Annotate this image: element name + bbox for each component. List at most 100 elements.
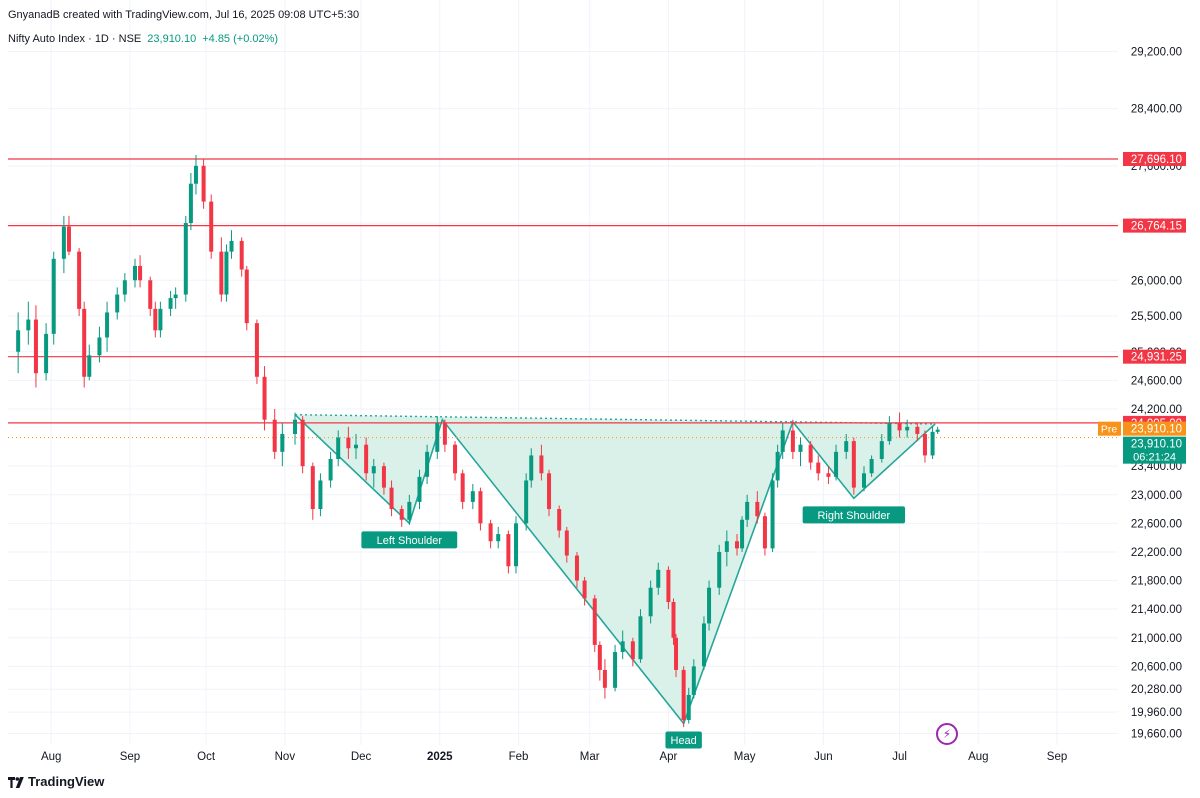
- y-tick-label: 26,000.00: [1131, 275, 1182, 287]
- candle-body: [724, 541, 729, 552]
- candle-body: [148, 280, 153, 309]
- tradingview-mark-icon: [8, 776, 24, 788]
- x-tick-label: May: [734, 751, 756, 763]
- x-tick-label: Sep: [120, 751, 140, 763]
- candle-body: [460, 473, 465, 502]
- pattern-fill: [295, 414, 936, 724]
- x-tick-label: Aug: [968, 751, 988, 763]
- tradingview-logo[interactable]: TradingView: [8, 774, 104, 789]
- candle-body: [745, 501, 750, 520]
- candle-body: [122, 280, 127, 295]
- price-change: +4.85 (+0.02%): [202, 33, 279, 45]
- candle-body: [244, 269, 249, 324]
- candle-body: [496, 534, 501, 542]
- candle-body: [775, 451, 780, 481]
- x-tick-label: Mar: [580, 751, 600, 763]
- pre-tag-prefix-bg: [1098, 421, 1121, 436]
- tradingview-brand: TradingView: [28, 774, 105, 789]
- candle-body: [638, 616, 643, 660]
- y-tick-label: 23,400.00: [1131, 461, 1182, 473]
- x-tick-label: Nov: [275, 751, 296, 763]
- candle-body: [346, 437, 351, 449]
- candle-body: [389, 487, 394, 510]
- y-tick-label: 20,600.00: [1131, 661, 1182, 673]
- candle-body: [869, 459, 874, 474]
- y-tick-label: 20,280.00: [1131, 684, 1182, 696]
- y-tick-label: 23,000.00: [1131, 490, 1182, 502]
- candle-body: [620, 641, 625, 653]
- candle-body: [582, 580, 587, 599]
- candle-body: [453, 444, 458, 474]
- candle-body: [734, 541, 739, 549]
- credit-line: GnyanadB created with TradingView.com, J…: [8, 9, 360, 21]
- candle-body: [158, 308, 163, 331]
- y-tick-label: 28,400.00: [1131, 104, 1182, 116]
- candle-body: [524, 480, 529, 524]
- candle-body: [381, 466, 386, 488]
- candle-body: [51, 258, 56, 334]
- candles: [16, 155, 940, 728]
- pattern-label-bg: [802, 506, 906, 524]
- pattern-label: Head: [671, 735, 697, 747]
- candle-body: [97, 337, 102, 356]
- symbol-legend[interactable]: Nifty Auto Index · 1D · NSE 23,910.10 +4.8…: [8, 33, 278, 45]
- y-tick-label: 21,400.00: [1131, 604, 1182, 616]
- candle-body: [364, 444, 369, 474]
- lightning-icon[interactable]: ⚡: [936, 723, 958, 745]
- candle-body: [674, 637, 679, 670]
- candle-body: [310, 466, 315, 510]
- neckline: [295, 413, 936, 425]
- pattern-label: Right Shoulder: [817, 510, 890, 522]
- candle-body: [816, 462, 821, 474]
- y-tick-label: 29,200.00: [1131, 46, 1182, 58]
- candle-body: [371, 466, 376, 474]
- candle-body: [87, 355, 92, 377]
- candle-body: [557, 509, 562, 531]
- symbol-name[interactable]: Nifty Auto Index · 1D · NSE: [8, 33, 142, 45]
- x-tick-label: Aug: [41, 751, 61, 763]
- pre-tag: 23,910.10: [1131, 424, 1182, 436]
- candle-body: [666, 569, 671, 602]
- candle-body: [808, 444, 813, 463]
- candle-body: [861, 473, 866, 488]
- candle-body: [648, 587, 653, 617]
- x-tick-label: Jun: [814, 751, 833, 763]
- candle-body: [201, 165, 206, 202]
- candle-body: [224, 251, 229, 295]
- candle-body: [399, 509, 404, 520]
- candle-body: [613, 652, 618, 688]
- level-tag: 24,931.25: [1131, 352, 1182, 364]
- time-axis[interactable]: Aug Sep Oct Nov Dec 2025 Feb Mar Apr May Jun Jul Aug…: [41, 751, 1067, 763]
- candle-body: [254, 323, 259, 377]
- candle-body: [529, 455, 534, 481]
- candle-body: [686, 694, 691, 720]
- candle-body: [630, 641, 635, 660]
- candle-body: [790, 430, 795, 452]
- price-axis[interactable]: 29,200.0028,400.0027,600.0026,800.0026,0…: [1131, 46, 1182, 740]
- horizontal-levels: [8, 158, 1118, 439]
- candle-body: [597, 644, 602, 670]
- candle-body: [762, 516, 767, 549]
- candle-body: [755, 501, 760, 517]
- candle-body: [506, 534, 511, 567]
- candle-body: [539, 455, 544, 474]
- candle-body: [407, 501, 412, 520]
- x-tick-label: Feb: [509, 751, 529, 763]
- candle-body: [33, 319, 38, 374]
- candle-body: [922, 433, 927, 456]
- candle-body: [851, 441, 856, 488]
- candle-body: [77, 251, 82, 309]
- pre-tag-bg: [1123, 421, 1186, 436]
- candle-body: [897, 423, 902, 431]
- y-tick-label: 22,200.00: [1131, 547, 1182, 559]
- candle-body: [61, 226, 66, 259]
- candle-body: [717, 551, 722, 588]
- candle-body: [219, 251, 224, 295]
- candle-body: [188, 183, 193, 224]
- candle-body: [602, 669, 607, 688]
- candle-body: [82, 308, 87, 377]
- x-tick-label: Dec: [351, 751, 372, 763]
- candle-body: [656, 569, 661, 588]
- candle-body: [826, 473, 831, 477]
